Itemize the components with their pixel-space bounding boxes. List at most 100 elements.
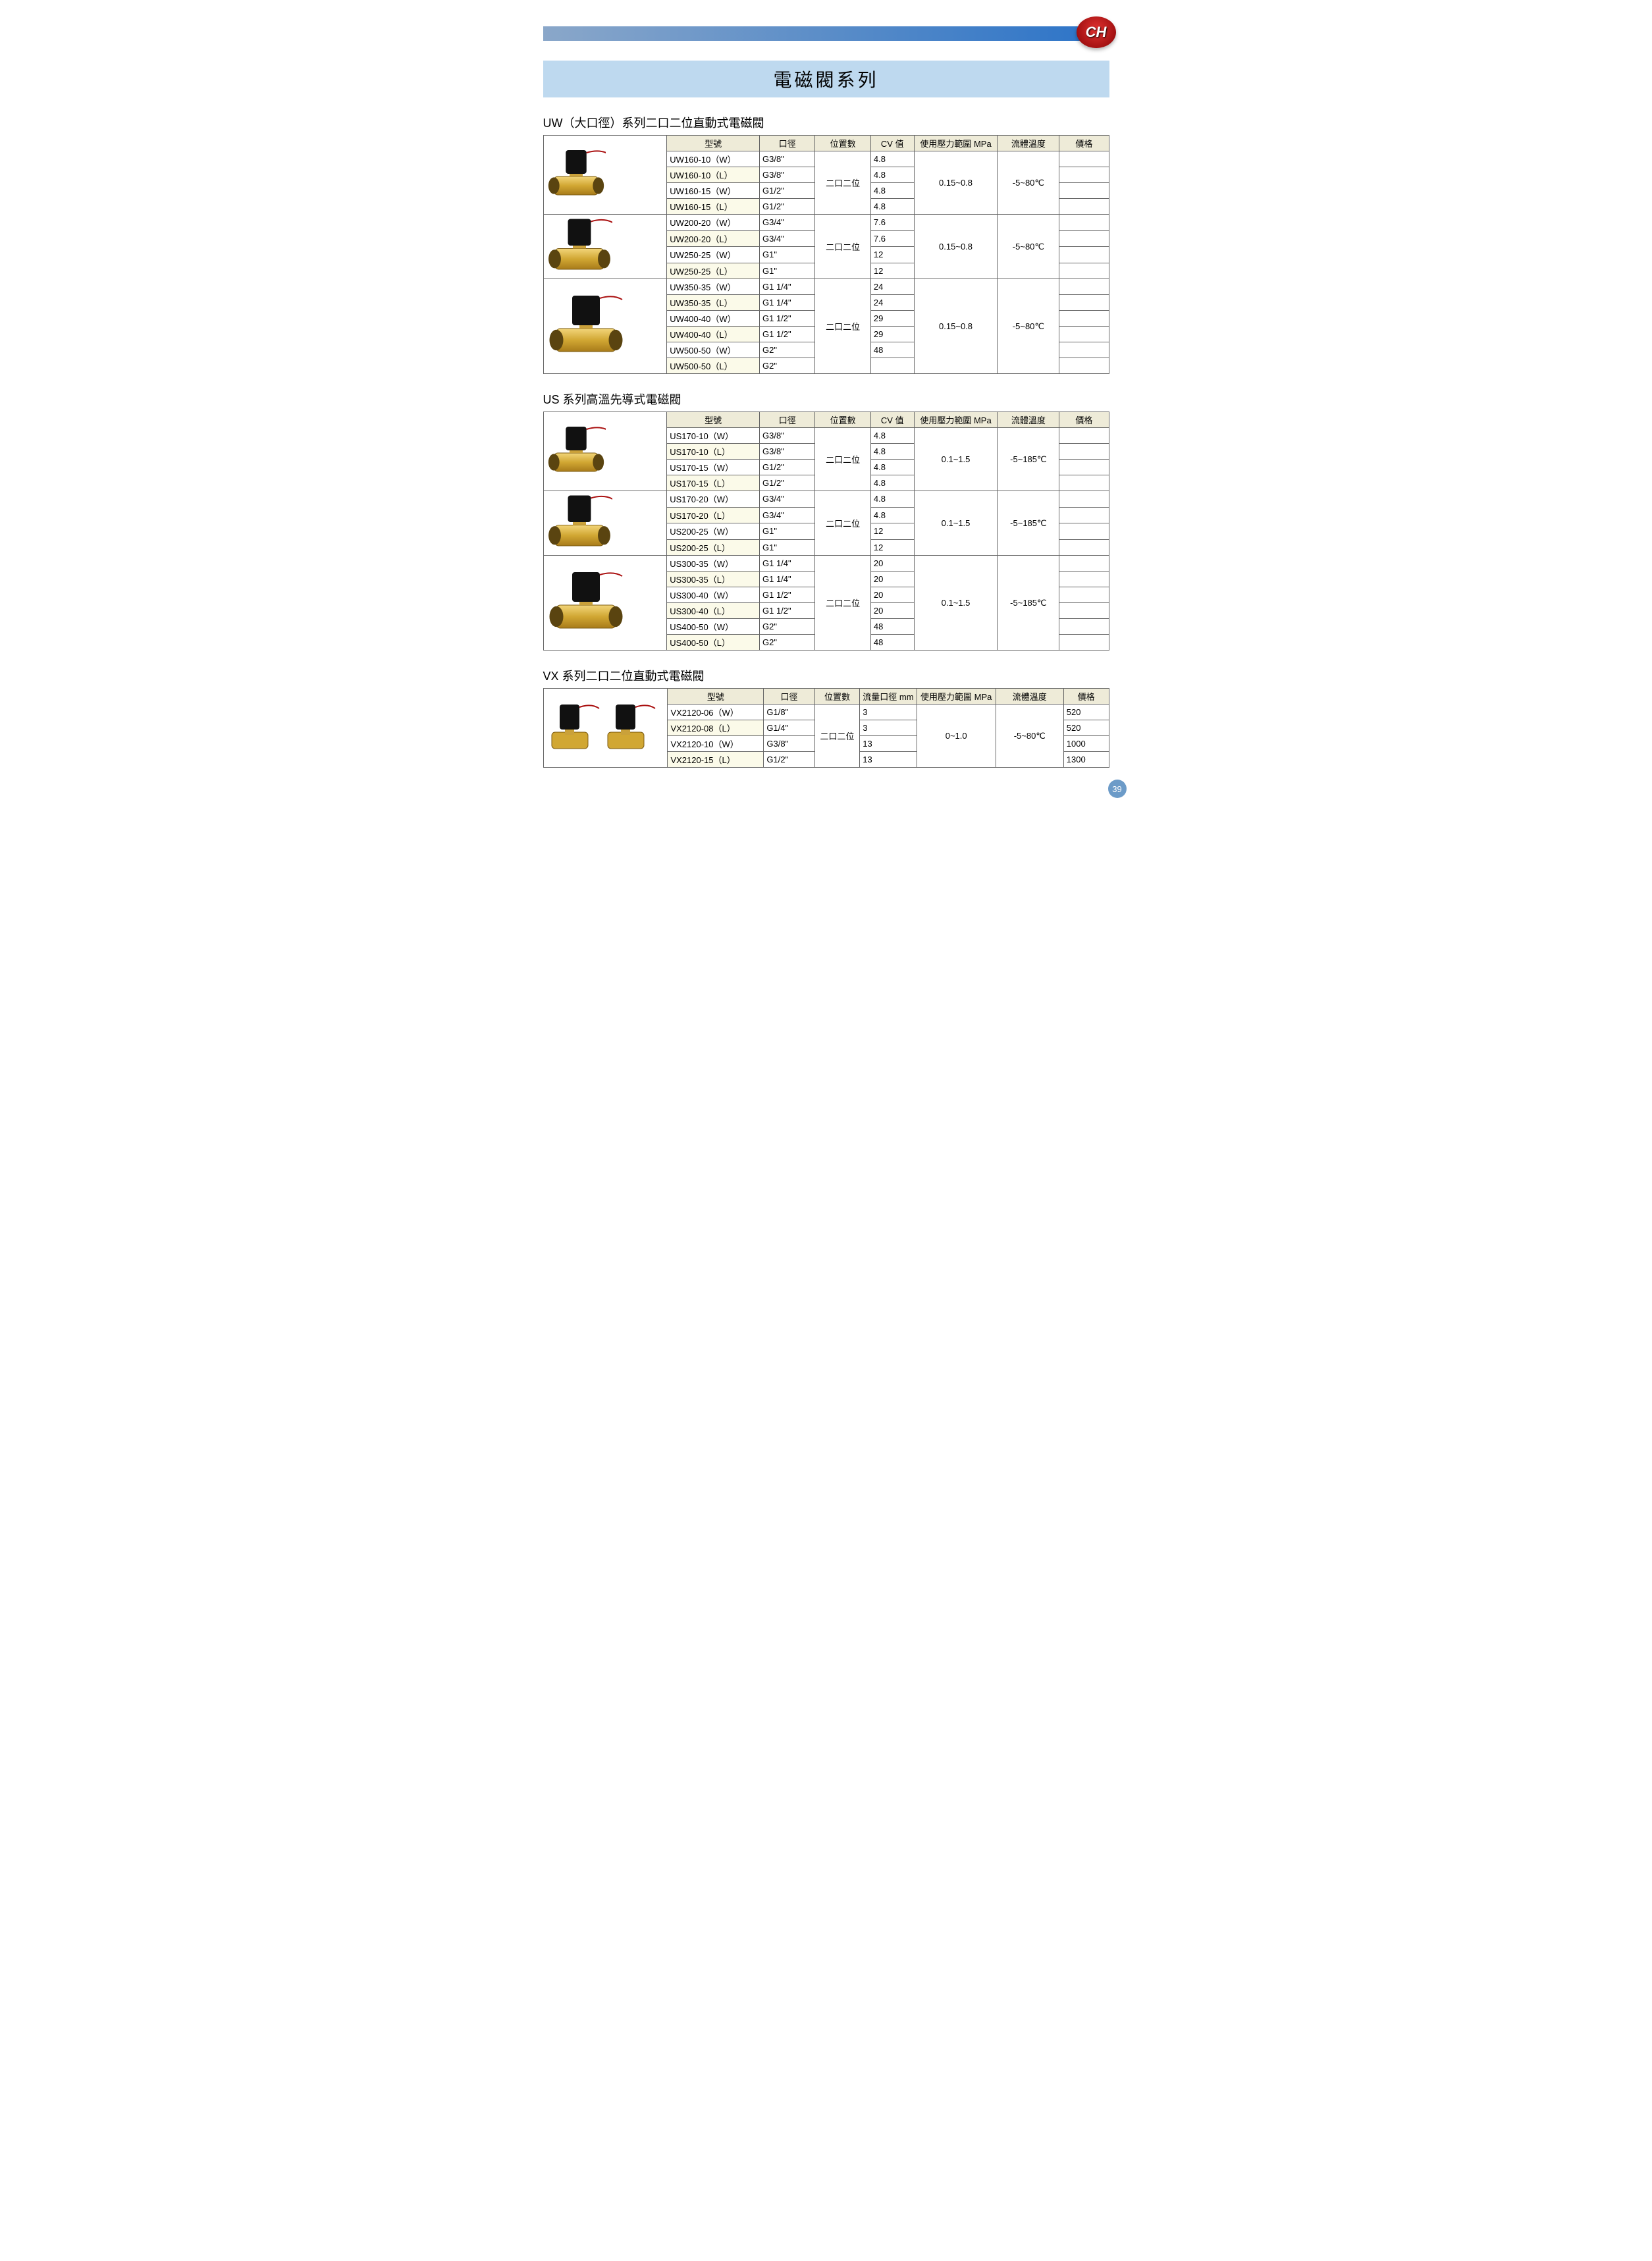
- cell-cv: 12: [870, 263, 914, 279]
- cell-port: G3/8": [764, 736, 814, 752]
- cell-port: G3/8": [760, 428, 815, 444]
- spec-table: 型號口徑位置數流量口徑 mm使用壓力範圍 MPa流體溫度價格VX2120-06（…: [543, 688, 1109, 768]
- column-header: 價格: [1059, 136, 1109, 151]
- column-header: 型號: [668, 689, 764, 705]
- cell-model: VX2120-10（W）: [668, 736, 764, 752]
- cell-price: 1300: [1063, 752, 1109, 768]
- column-header: 型號: [667, 412, 760, 428]
- cell-position: 二口二位: [815, 215, 870, 279]
- section-title: UW（大口徑）系列二口二位直動式電磁閥: [543, 114, 1109, 131]
- table-header-row: 型號口徑位置數CV 值使用壓力範圍 MPa流體溫度價格: [543, 412, 1109, 428]
- cell-cv: 4.8: [870, 151, 914, 167]
- cell-port: G3/4": [760, 215, 815, 231]
- cell-price: [1059, 444, 1109, 460]
- cell-cv: 4.8: [870, 167, 914, 183]
- cell-price: [1059, 167, 1109, 183]
- cell-price: [1059, 263, 1109, 279]
- cell-port: G1/8": [764, 705, 814, 720]
- cell-model: UW350-35（W）: [667, 279, 760, 295]
- table-row: UW200-20（W）G3/4"二口二位7.60.15~0.8-5~80℃: [543, 215, 1109, 231]
- product-image-cell: [543, 412, 667, 491]
- cell-cv: 7.6: [870, 230, 914, 247]
- section-title: VX 系列二口二位直動式電磁閥: [543, 667, 1109, 684]
- cell-port: G1": [760, 247, 815, 263]
- cell-cv: 24: [870, 295, 914, 311]
- table-row: US170-20（W）G3/4"二口二位4.80.1~1.5-5~185℃: [543, 491, 1109, 508]
- column-header: CV 值: [870, 412, 914, 428]
- cell-model: UW200-20（L）: [667, 230, 760, 247]
- cell-port: G2": [760, 619, 815, 635]
- cell-pressure: 0.1~1.5: [914, 428, 998, 491]
- cell-price: [1059, 247, 1109, 263]
- cell-model: US300-35（L）: [667, 572, 760, 587]
- cell-position: 二口二位: [815, 556, 870, 651]
- cell-price: [1059, 556, 1109, 572]
- section: UW（大口徑）系列二口二位直動式電磁閥 型號口徑位置數CV 值使用壓力範圍 MP…: [543, 114, 1109, 374]
- cell-model: UW160-10（W）: [667, 151, 760, 167]
- product-image-cell: [543, 689, 668, 768]
- cell-cv: 29: [870, 311, 914, 327]
- product-image-cell: [543, 279, 667, 374]
- cell-model: UW250-25（W）: [667, 247, 760, 263]
- product-image-cell: [543, 215, 667, 279]
- cell-cv: 4.8: [870, 428, 914, 444]
- brand-logo-text: CH: [1086, 24, 1107, 41]
- cell-port: G1 1/4": [760, 556, 815, 572]
- cell-price: [1059, 460, 1109, 475]
- cell-price: [1059, 295, 1109, 311]
- cell-cv: 12: [870, 539, 914, 556]
- cell-port: G1": [760, 263, 815, 279]
- column-header: 使用壓力範圍 MPa: [914, 412, 998, 428]
- cell-price: [1059, 523, 1109, 540]
- product-image-cell: [543, 491, 667, 556]
- cell-cv: 4.8: [870, 475, 914, 491]
- cell-model: US200-25（W）: [667, 523, 760, 540]
- cell-port: G1 1/2": [760, 587, 815, 603]
- cell-pressure: 0.15~0.8: [914, 151, 998, 215]
- cell-pressure: 0.1~1.5: [914, 491, 998, 556]
- column-header: 價格: [1059, 412, 1109, 428]
- product-image-cell: [543, 136, 667, 215]
- cell-price: [1059, 428, 1109, 444]
- cell-cv: 7.6: [870, 215, 914, 231]
- cell-port: G1/4": [764, 720, 814, 736]
- cell-model: US400-50（W）: [667, 619, 760, 635]
- cell-port: G1 1/2": [760, 327, 815, 342]
- cell-port: G3/8": [760, 167, 815, 183]
- cell-port: G3/4": [760, 491, 815, 508]
- cell-model: US300-40（W）: [667, 587, 760, 603]
- table-row: UW350-35（W）G1 1/4"二口二位240.15~0.8-5~80℃: [543, 279, 1109, 295]
- cell-port: G1/2": [760, 199, 815, 215]
- cell-model: US170-20（L）: [667, 507, 760, 523]
- cell-temperature: -5~185℃: [998, 491, 1059, 556]
- cell-model: US200-25（L）: [667, 539, 760, 556]
- brand-logo-icon: CH: [1077, 16, 1116, 48]
- cell-price: [1059, 199, 1109, 215]
- cell-price: [1059, 279, 1109, 295]
- cell-price: [1059, 311, 1109, 327]
- spec-table: 型號口徑位置數CV 值使用壓力範圍 MPa流體溫度價格UW160-10（W）G3…: [543, 135, 1109, 374]
- cell-port: G1/2": [764, 752, 814, 768]
- cell-pressure: 0~1.0: [917, 705, 996, 768]
- cell-port: G1 1/4": [760, 279, 815, 295]
- section: US 系列高溫先導式電磁閥 型號口徑位置數CV 值使用壓力範圍 MPa流體溫度價…: [543, 390, 1109, 651]
- cell-cv: 29: [870, 327, 914, 342]
- cell-port: G1": [760, 539, 815, 556]
- cell-price: [1059, 491, 1109, 508]
- cell-cv: 20: [870, 603, 914, 619]
- page-container: CH 電磁閥系列 UW（大口徑）系列二口二位直動式電磁閥 型號口徑位置數CV 值…: [510, 0, 1142, 807]
- column-header: 流體溫度: [998, 412, 1059, 428]
- column-header: 口徑: [760, 136, 815, 151]
- cell-cv: 3: [860, 705, 917, 720]
- column-header: 口徑: [760, 412, 815, 428]
- cell-cv: 4.8: [870, 199, 914, 215]
- cell-model: VX2120-15（L）: [668, 752, 764, 768]
- cell-model: UW160-10（L）: [667, 167, 760, 183]
- cell-model: US300-40（L）: [667, 603, 760, 619]
- table-row: US300-35（W）G1 1/4"二口二位200.1~1.5-5~185℃: [543, 556, 1109, 572]
- cell-price: [1059, 151, 1109, 167]
- page-number: 39: [1112, 784, 1121, 794]
- page-number-badge: 39: [1108, 780, 1127, 798]
- cell-price: [1059, 572, 1109, 587]
- column-header: 使用壓力範圍 MPa: [917, 689, 996, 705]
